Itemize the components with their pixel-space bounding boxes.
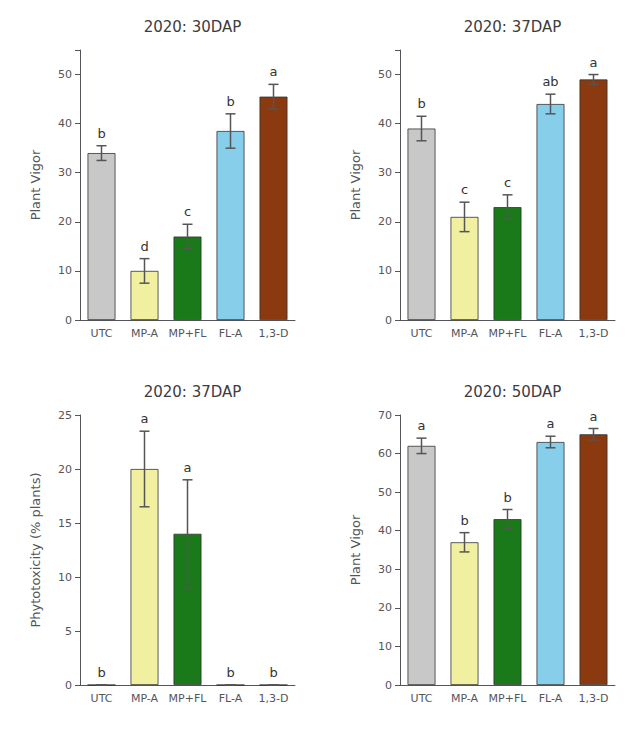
- svg-text:Plant Vigor: Plant Vigor: [348, 149, 363, 220]
- svg-text:c: c: [184, 204, 191, 219]
- svg-text:20: 20: [378, 215, 392, 228]
- svg-text:10: 10: [58, 571, 72, 584]
- svg-text:a: a: [418, 418, 426, 433]
- svg-text:40: 40: [378, 524, 392, 537]
- svg-text:MP+FL: MP+FL: [489, 327, 528, 340]
- svg-text:25: 25: [58, 409, 72, 422]
- svg-text:UTC: UTC: [411, 327, 433, 340]
- svg-text:a: a: [547, 416, 555, 431]
- svg-text:b: b: [417, 96, 425, 111]
- svg-text:b: b: [97, 665, 105, 680]
- svg-text:20: 20: [58, 463, 72, 476]
- svg-text:b: b: [226, 94, 234, 109]
- svg-text:50: 50: [58, 68, 72, 81]
- svg-text:MP+FL: MP+FL: [169, 327, 208, 340]
- svg-text:UTC: UTC: [411, 692, 433, 705]
- svg-text:5: 5: [65, 625, 72, 638]
- svg-text:MP+FL: MP+FL: [169, 692, 208, 705]
- svg-text:15: 15: [58, 517, 72, 530]
- svg-text:2020: 37DAP: 2020: 37DAP: [144, 383, 242, 401]
- svg-text:d: d: [140, 239, 148, 254]
- svg-text:b: b: [503, 490, 511, 505]
- svg-text:a: a: [590, 409, 598, 424]
- svg-text:MP-A: MP-A: [131, 327, 159, 340]
- svg-text:Phytotoxicity (% plants): Phytotoxicity (% plants): [28, 472, 43, 627]
- svg-text:a: a: [141, 411, 149, 426]
- svg-text:30: 30: [58, 166, 72, 179]
- svg-text:60: 60: [378, 447, 392, 460]
- svg-text:b: b: [269, 665, 277, 680]
- svg-text:FL-A: FL-A: [539, 327, 563, 340]
- svg-text:0: 0: [65, 679, 72, 692]
- svg-text:1,3-D: 1,3-D: [259, 692, 289, 705]
- svg-text:1,3-D: 1,3-D: [579, 692, 609, 705]
- svg-text:a: a: [270, 64, 278, 79]
- svg-text:2020: 37DAP: 2020: 37DAP: [464, 18, 562, 36]
- svg-text:MP-A: MP-A: [451, 327, 479, 340]
- svg-text:1,3-D: 1,3-D: [579, 327, 609, 340]
- svg-text:50: 50: [378, 68, 392, 81]
- svg-text:70: 70: [378, 409, 392, 422]
- svg-text:MP+FL: MP+FL: [489, 692, 528, 705]
- svg-text:MP-A: MP-A: [131, 692, 159, 705]
- svg-text:a: a: [590, 55, 598, 70]
- svg-text:10: 10: [58, 264, 72, 277]
- svg-text:b: b: [226, 665, 234, 680]
- svg-text:FL-A: FL-A: [219, 692, 243, 705]
- svg-text:b: b: [97, 126, 105, 141]
- svg-text:c: c: [504, 175, 511, 190]
- svg-text:40: 40: [58, 117, 72, 130]
- svg-text:1,3-D: 1,3-D: [259, 327, 289, 340]
- svg-text:MP-A: MP-A: [451, 692, 479, 705]
- svg-text:0: 0: [385, 679, 392, 692]
- svg-text:20: 20: [378, 601, 392, 614]
- svg-text:UTC: UTC: [91, 692, 113, 705]
- svg-text:40: 40: [378, 117, 392, 130]
- svg-text:30: 30: [378, 166, 392, 179]
- svg-text:Plant Vigor: Plant Vigor: [28, 149, 43, 220]
- svg-text:b: b: [460, 513, 468, 528]
- svg-text:0: 0: [65, 314, 72, 327]
- svg-text:c: c: [461, 182, 468, 197]
- svg-text:FL-A: FL-A: [539, 692, 563, 705]
- svg-text:FL-A: FL-A: [219, 327, 243, 340]
- svg-text:30: 30: [378, 563, 392, 576]
- svg-text:a: a: [184, 460, 192, 475]
- svg-text:UTC: UTC: [91, 327, 113, 340]
- svg-text:2020: 50DAP: 2020: 50DAP: [464, 383, 562, 401]
- svg-text:2020: 30DAP: 2020: 30DAP: [144, 18, 242, 36]
- svg-text:ab: ab: [542, 74, 558, 89]
- svg-text:20: 20: [58, 215, 72, 228]
- svg-text:0: 0: [385, 314, 392, 327]
- svg-text:50: 50: [378, 486, 392, 499]
- svg-text:10: 10: [378, 264, 392, 277]
- svg-text:Plant Vigor: Plant Vigor: [348, 514, 363, 585]
- svg-text:10: 10: [378, 640, 392, 653]
